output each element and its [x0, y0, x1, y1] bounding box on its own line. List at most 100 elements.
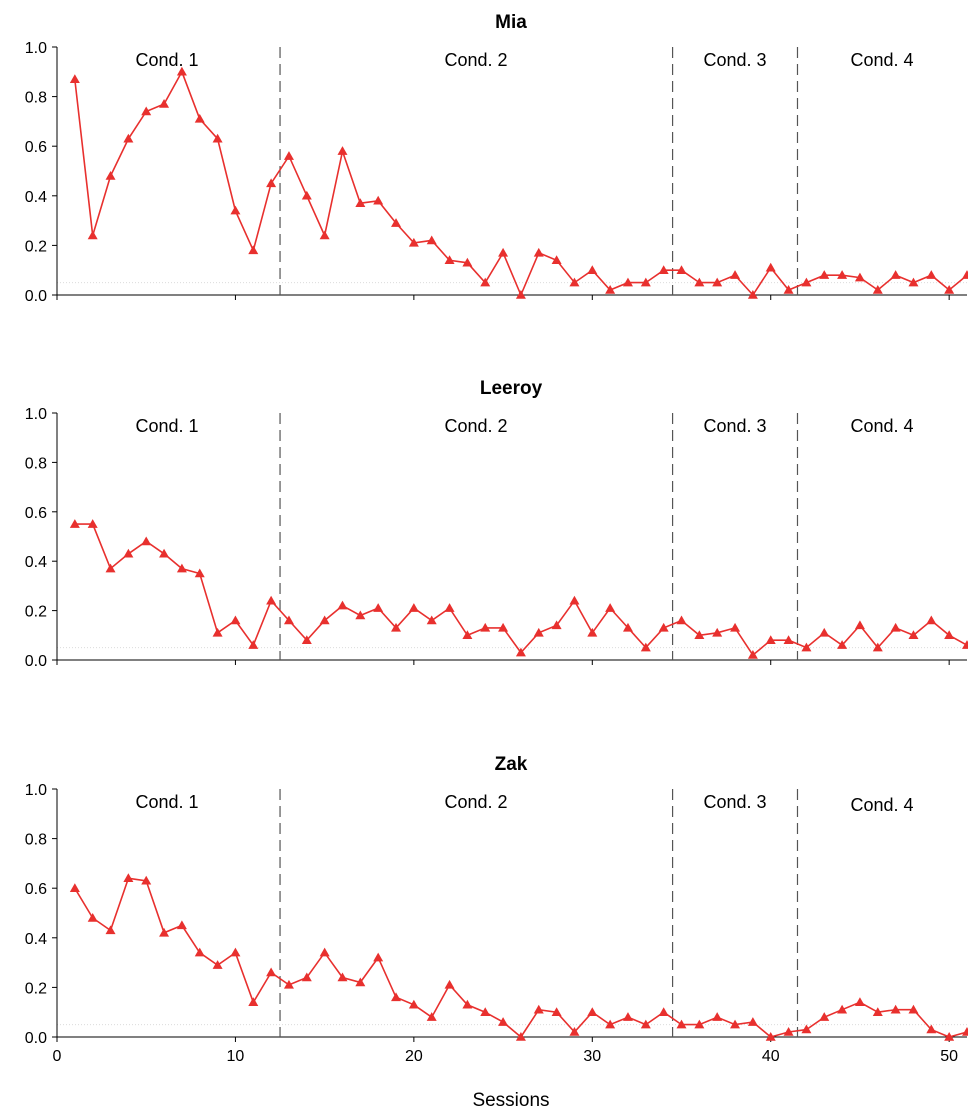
data-point — [230, 947, 241, 957]
y-tick-label: 0.0 — [25, 653, 47, 670]
data-point — [515, 647, 526, 657]
data-point — [159, 548, 170, 558]
y-tick-label: 0.6 — [25, 881, 47, 898]
data-point — [605, 285, 616, 294]
y-tick-label: 0.4 — [25, 189, 47, 206]
data-point — [908, 630, 919, 640]
data-point — [266, 178, 277, 188]
condition-label: Cond. 2 — [444, 416, 507, 436]
data-point — [658, 265, 669, 274]
panel-mia: Mia 0.0 0.2 0.4 0.6 0.8 1.0 Cond. 1 Cond. 2 Cond.… — [25, 12, 968, 305]
data-point — [765, 262, 776, 272]
data-point — [587, 627, 598, 637]
series-line — [74, 877, 968, 1039]
data-point — [747, 650, 758, 659]
data-point — [248, 997, 259, 1007]
data-point — [87, 230, 98, 240]
data-point — [230, 615, 241, 625]
data-point — [569, 277, 580, 287]
data-point — [676, 615, 687, 625]
data-point — [212, 627, 223, 637]
data-point — [801, 1024, 812, 1034]
data-point — [944, 630, 955, 640]
data-point — [622, 622, 633, 632]
data-point — [712, 627, 723, 637]
data-point — [694, 630, 705, 640]
data-point — [890, 622, 901, 632]
data-point — [212, 960, 223, 969]
y-tick-label: 0.2 — [25, 238, 47, 255]
data-point — [194, 947, 205, 957]
data-point — [605, 1019, 616, 1029]
data-point — [194, 568, 205, 578]
x-tick-label: 20 — [405, 1048, 423, 1065]
data-point — [426, 1012, 437, 1021]
data-point — [230, 205, 241, 215]
data-point — [194, 113, 205, 123]
y-tick-label: 0.8 — [25, 455, 47, 472]
condition-label: Cond. 1 — [135, 50, 198, 70]
data-point — [159, 927, 170, 937]
data-point — [319, 230, 330, 240]
condition-label: Cond. 3 — [703, 50, 766, 70]
condition-label: Cond. 2 — [444, 50, 507, 70]
data-point — [266, 595, 277, 605]
data-point — [283, 979, 294, 989]
panel-title: Zak — [495, 754, 528, 775]
y-tick-label: 0.2 — [25, 980, 47, 997]
data-point — [890, 1004, 901, 1014]
data-point — [962, 640, 968, 649]
data-point — [533, 627, 544, 637]
data-point — [926, 1024, 937, 1034]
y-tick-label: 0.0 — [25, 1030, 47, 1047]
panels-group: Mia 0.0 0.2 0.4 0.6 0.8 1.0 Cond. 1 Cond. 2 Cond.… — [25, 12, 968, 1065]
data-point — [872, 285, 883, 294]
data-point — [373, 603, 384, 612]
data-point — [426, 235, 437, 245]
data-point — [212, 133, 223, 143]
data-point — [801, 642, 812, 652]
data-point — [337, 972, 348, 982]
data-point — [730, 1019, 741, 1029]
data-point — [694, 1019, 705, 1029]
data-point — [765, 635, 776, 644]
condition-label: Cond. 4 — [850, 795, 913, 815]
data-point — [105, 563, 116, 573]
data-point — [480, 622, 491, 632]
data-point — [426, 615, 437, 625]
data-point — [872, 1007, 883, 1016]
condition-label: Cond. 3 — [703, 792, 766, 812]
data-point — [123, 548, 134, 558]
data-point — [640, 642, 651, 652]
data-point — [658, 1007, 669, 1016]
data-point — [283, 151, 294, 160]
data-point — [373, 952, 384, 962]
data-point — [87, 912, 98, 922]
data-point — [480, 277, 491, 287]
data-point — [301, 972, 312, 982]
y-tick-label: 1.0 — [25, 406, 47, 423]
data-point — [408, 999, 419, 1009]
data-point — [87, 519, 98, 528]
data-point — [854, 272, 865, 282]
y-tick-label: 0.6 — [25, 139, 47, 156]
data-point — [141, 536, 152, 546]
data-point — [159, 99, 170, 108]
data-point — [123, 873, 134, 883]
data-point — [69, 519, 80, 528]
x-tick-label: 50 — [940, 1048, 958, 1065]
data-point — [123, 133, 134, 143]
y-tick-label: 1.0 — [25, 40, 47, 57]
data-point — [444, 603, 455, 612]
condition-label: Cond. 1 — [135, 792, 198, 812]
condition-label: Cond. 3 — [703, 416, 766, 436]
data-point — [640, 1019, 651, 1029]
data-point — [926, 615, 937, 625]
data-point — [141, 875, 152, 885]
condition-label: Cond. 4 — [850, 50, 913, 70]
condition-label: Cond. 4 — [850, 416, 913, 436]
data-point — [319, 615, 330, 625]
data-point — [444, 255, 455, 265]
data-point — [391, 992, 402, 1002]
data-point — [962, 270, 968, 279]
